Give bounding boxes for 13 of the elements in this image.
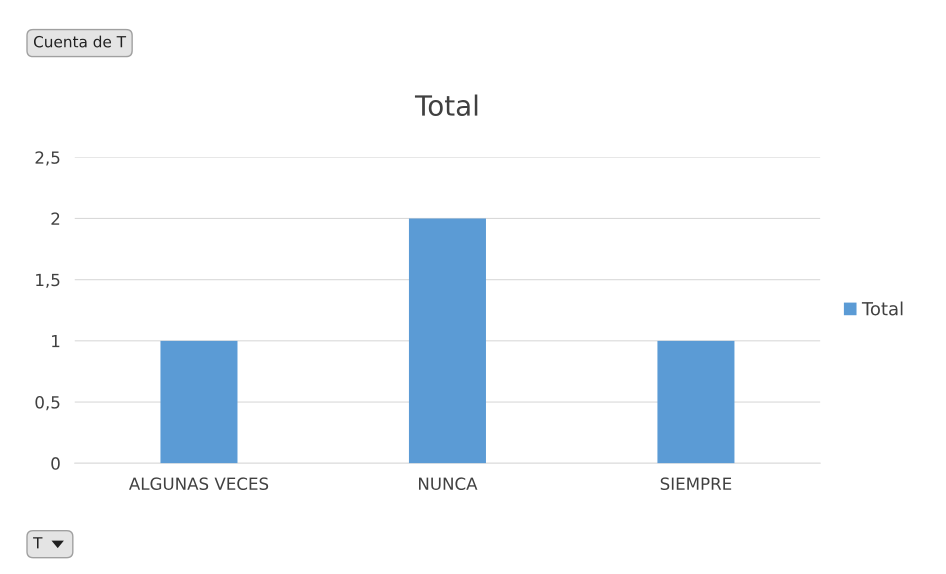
legend-label: Total (862, 302, 902, 316)
text: Cuenta de T (34, 36, 126, 48)
y-tick-label: 1,5 (36, 274, 60, 288)
x-tick-label: SIEMPRE (660, 477, 732, 490)
y-tick-label: 1 (52, 335, 60, 348)
chart-title: Total (414, 94, 478, 116)
y-tick-label: 0,5 (35, 396, 60, 410)
text: T (33, 537, 42, 548)
y-tick-label: 2 (51, 212, 60, 225)
y-tick-label: 2,5 (36, 151, 60, 166)
x-tick-label: ALGUNAS VECES (128, 477, 268, 490)
x-tick-label: NUNCA (419, 477, 478, 490)
y-tick-label: 0 (51, 457, 60, 470)
